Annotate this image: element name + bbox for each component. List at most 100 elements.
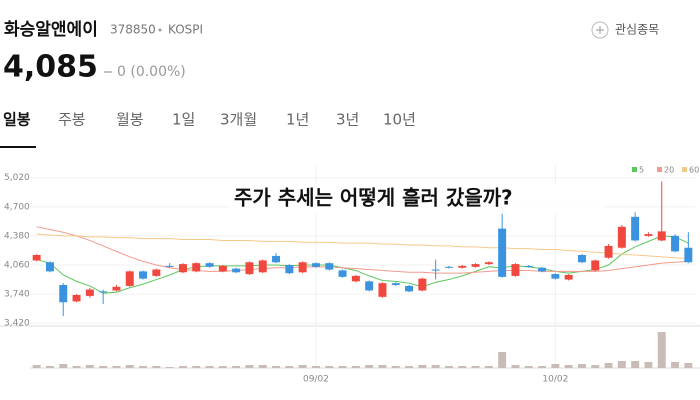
title-backdrop [230,184,606,214]
volume-bar [405,366,414,368]
tab[interactable]: 일봉 [3,111,31,129]
candle-body [245,262,254,275]
candle-body [431,269,440,271]
candle-body [232,268,241,273]
candle-body [218,265,227,272]
candle-body [192,263,201,272]
candle-body [178,264,187,273]
price: 4,085 [3,50,98,85]
candle-body [591,260,600,271]
volume-bar [59,364,68,368]
candle-body [684,247,693,263]
price-change: 0 (0.00%) [117,64,186,80]
candle-body [405,285,414,292]
volume-bar [591,365,600,368]
volume-bar [391,366,400,368]
candle-body [338,270,347,277]
volume-bar [99,366,108,368]
volume-bar [32,365,41,368]
volume-bar [551,364,560,368]
y-tick-label: 4,060 [4,261,30,271]
stock-name: 화승알앤에이 [4,20,98,40]
candle-body [45,262,54,272]
candle-body [444,266,453,268]
moving-average [36,233,689,260]
candle-body [325,263,334,270]
legend-swatch [682,167,687,172]
candle-body [139,271,148,279]
candle-body [125,271,134,286]
volume-bar [511,365,520,368]
volume-bar [45,366,54,368]
candle-body [72,295,81,302]
candle-body [205,263,214,267]
volume-bar [617,361,626,368]
tab[interactable]: 1일 [172,111,195,129]
volume-bar [657,332,666,368]
moving-average [36,226,689,274]
stock-code: 378850 [110,23,156,37]
volume-bar [631,361,640,368]
volume-bar [351,366,360,368]
volume-bar [298,365,307,368]
candle-body [484,262,493,265]
volume-bar [72,366,81,368]
candle-body [524,265,533,267]
candle-body [471,264,480,267]
volume-bar [684,363,693,368]
volume-bar [205,366,214,368]
volume-bar [524,366,533,368]
volume-bar [564,365,573,368]
candle-body [165,265,174,267]
candle-body [418,278,427,291]
legend-label: 20 [664,166,674,175]
candle-body [671,235,680,252]
y-tick-label: 5,020 [4,173,30,183]
candle-body [604,245,613,258]
candle-body [272,255,281,263]
watch-label: 관심종목 [615,23,659,37]
candle-body [538,267,547,272]
volume-bar [311,366,320,368]
candle-body [551,274,560,279]
volume-bar [218,366,227,368]
legend-label: 60 [689,166,699,175]
candle-body [152,269,161,276]
tab[interactable]: 1년 [286,111,309,129]
chart-title: 주가 추세는 어떻게 흘러 갔을까? [234,186,513,210]
y-tick-label: 3,420 [4,319,30,329]
volume-bar [165,367,174,368]
volume-bar [338,366,347,368]
candle-body [298,262,307,273]
volume-bar [365,365,374,368]
candle-body [458,265,467,268]
volume-bar [325,366,334,368]
volume-bar [85,365,94,368]
tab[interactable]: 3개월 [220,111,257,129]
candle-body [365,281,374,291]
volume-bar [112,366,121,368]
tab[interactable]: 주봉 [58,111,86,129]
volume-bar [258,365,267,368]
volume-bar [232,366,241,368]
candle-body [59,285,68,303]
volume-bar [484,366,493,368]
candle-body [631,216,640,241]
y-tick-label: 4,700 [4,202,30,212]
volume-bar [152,366,161,368]
watch-button[interactable]: 관심종목 [591,21,659,39]
volume-bar [272,366,281,368]
chart: 3,420 3,740 4,060 4,380 4,700 5,020 09/02 10/02… [0,165,700,385]
volume-bar [139,366,148,368]
candle-body [617,226,626,248]
tab[interactable]: 10년 [383,111,416,129]
x-tick-label: 09/02 [303,375,329,385]
volume-bar [458,366,467,368]
tab[interactable]: 3년 [336,111,359,129]
y-tick-label: 3,740 [4,290,30,300]
volume-bar [644,362,653,368]
tab[interactable]: 월봉 [116,111,144,129]
tab-bar: 일봉 주봉 월봉 1일 3개월 1년 3년 10년 [3,111,416,129]
